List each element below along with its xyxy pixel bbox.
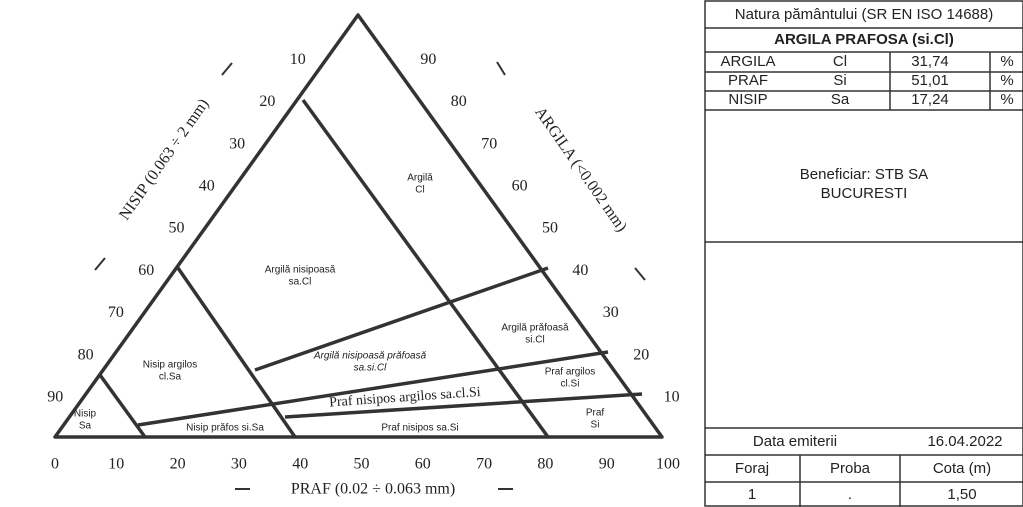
table-header: Natura pământului (SR EN ISO 14688) [735,6,993,23]
left-tick-label: 20 [259,93,275,110]
ternary-diagram [53,13,664,490]
region-label: Argilă nisipoasă prăfoasă [313,351,427,362]
region-label: Si [591,420,600,431]
sample-cell: . [848,486,852,503]
boundary [98,373,147,439]
region-label: Cl [415,185,424,196]
right-tick-label: 30 [603,304,619,321]
bottom-tick-label: 30 [231,456,247,473]
bottom-tick-label: 40 [292,456,308,473]
boundary [284,392,643,419]
issue-label: Data emiterii [753,433,837,450]
table-cell: Si [833,72,846,89]
arrow [496,61,506,76]
sample-header: Proba [830,460,871,477]
region-label: cl.Sa [159,372,182,383]
axis-label: ARGILA (<0.002 mm) [531,104,630,235]
arrow [634,267,646,281]
left-tick-label: 60 [138,262,154,279]
table-cell: Sa [831,91,850,108]
beneficiary: BUCURESTI [821,185,908,202]
region-label: sa.Cl [289,277,312,288]
axis-label: PRAF (0.02 ÷ 0.063 mm) [291,481,455,498]
bottom-tick-label: 100 [656,456,680,473]
axis-label: NISIP (0.063 ÷ 2 mm) [116,96,212,224]
right-tick-label: 40 [572,262,588,279]
region-label: Argilă nisipoasă [265,265,336,276]
sample-header: Foraj [735,460,769,477]
region-label: Nisip prăfos si.Sa [186,423,264,434]
right-tick-label: 10 [664,388,680,405]
right-tick-label: 60 [512,177,528,194]
arrow [221,62,233,76]
sample-header: Cota (m) [933,460,991,477]
left-tick-label: 40 [199,177,215,194]
table-cell: NISIP [728,91,767,108]
table-cell: 17,24 [911,91,949,108]
bottom-tick-label: 10 [108,456,124,473]
table-border [704,0,1023,507]
table-cell: % [1000,53,1013,70]
table-cell: Cl [833,53,847,70]
right-tick-label: 80 [451,93,467,110]
table-cell: % [1000,72,1013,89]
bottom-tick-label: 50 [354,456,370,473]
boundary [176,267,297,438]
region-label: Praf [586,408,605,419]
region-label: Nisip argilos [143,360,197,371]
classification: ARGILA PRAFOSA (si.Cl) [774,31,954,48]
table-cell: % [1000,91,1013,108]
bottom-tick-label: 20 [170,456,186,473]
table-cell: 31,74 [911,53,949,70]
right-tick-label: 70 [481,135,497,152]
region-label: si.Cl [525,335,544,346]
left-tick-label: 10 [290,51,306,68]
bottom-tick-label: 0 [51,456,59,473]
left-tick-label: 30 [229,135,245,152]
boundary [254,266,549,372]
arrow [94,257,106,271]
region-label: Praf argilos [545,367,596,378]
right-tick-label: 20 [633,346,649,363]
issue-date: 16.04.2022 [927,433,1002,450]
region-label: Nisip [74,409,97,420]
bottom-tick-label: 80 [537,456,553,473]
table-cell: PRAF [728,72,768,89]
boundary [137,350,609,427]
triangle [53,13,664,439]
table-cell: 51,01 [911,72,949,89]
left-tick-label: 70 [108,304,124,321]
right-tick-label: 90 [420,51,436,68]
region-label: Praf nisipos sa.Si [381,423,458,434]
right-tick-label: 50 [542,220,558,237]
left-tick-label: 50 [169,220,185,237]
region-label: Argilă [407,173,433,184]
bottom-tick-label: 60 [415,456,431,473]
sample-cell: 1 [748,486,756,503]
beneficiary: Beneficiar: STB SA [800,166,928,183]
bottom-tick-label: 70 [476,456,492,473]
left-tick-label: 80 [78,346,94,363]
bottom-tick-label: 90 [599,456,615,473]
sample-cell: 1,50 [947,486,976,503]
table [704,0,1023,507]
region-label: sa.si.Cl [354,363,388,374]
boundary [301,98,550,439]
left-tick-label: 90 [47,388,63,405]
region-label: cl.Si [561,379,580,390]
region-label: Argilă prăfoasă [501,323,569,334]
table-cell: ARGILA [720,53,775,70]
region-label: Sa [79,421,92,432]
